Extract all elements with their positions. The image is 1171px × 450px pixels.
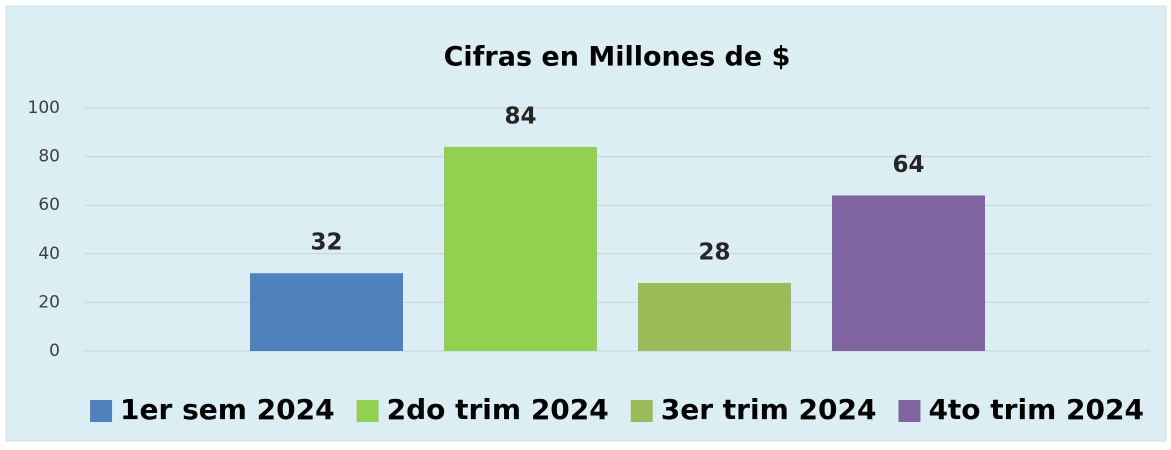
legend-label: 1er sem 2024 [120, 393, 335, 426]
legend-swatch [898, 400, 921, 422]
y-tick-label: 40 [38, 244, 60, 264]
data-label: 64 [892, 152, 924, 178]
legend-label: 2do trim 2024 [387, 393, 609, 426]
data-label: 84 [504, 103, 536, 129]
chart-title: Cifras en Millones de $ [444, 42, 791, 73]
legend-swatch [630, 400, 653, 422]
legend-label: 4to trim 2024 [928, 393, 1144, 426]
bar [638, 282, 791, 351]
legend-swatch [90, 400, 113, 422]
y-tick-label: 0 [49, 341, 60, 361]
y-tick-label: 20 [38, 292, 60, 312]
y-tick-label: 80 [38, 147, 60, 167]
y-tick-label: 60 [38, 195, 60, 215]
bar [250, 273, 403, 351]
bar [444, 146, 597, 351]
legend-label: 3er trim 2024 [661, 393, 877, 426]
bar [832, 195, 985, 351]
y-tick-label: 100 [28, 98, 60, 118]
data-label: 28 [698, 239, 730, 265]
legend-swatch [356, 400, 379, 422]
data-label: 32 [310, 230, 342, 256]
